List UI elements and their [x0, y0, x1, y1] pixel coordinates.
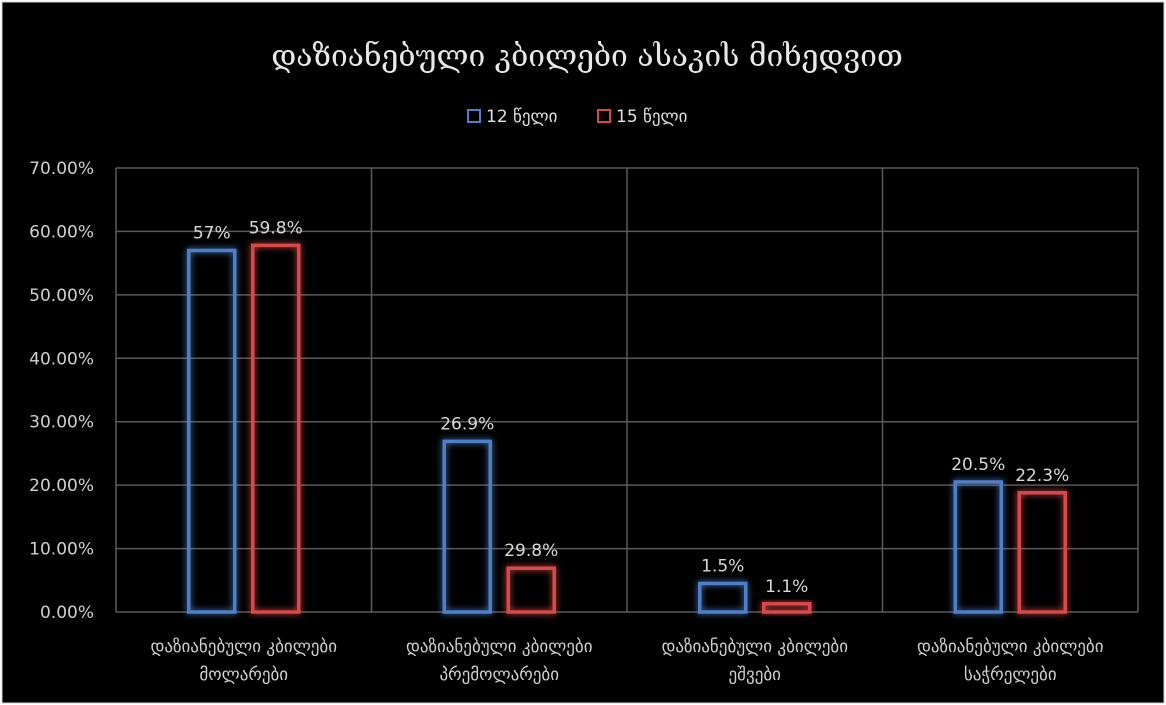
- data-label: 22.3%: [1015, 466, 1069, 486]
- x-category-label: დაზიანებული კბილები: [661, 637, 848, 657]
- data-label: 29.8%: [504, 541, 558, 561]
- legend-swatch: [467, 109, 481, 123]
- y-tick-label: 60.00%: [29, 222, 94, 242]
- bar: [1017, 491, 1067, 614]
- x-category-label: დაზიანებული კბილები: [406, 637, 593, 657]
- bar: [442, 439, 492, 614]
- legend-swatch: [597, 109, 611, 123]
- data-label: 1.1%: [765, 577, 808, 597]
- data-label: 20.5%: [951, 455, 1005, 475]
- x-category-label: საჭრელები: [964, 665, 1057, 685]
- legend-label: 12 წელი: [486, 107, 557, 127]
- data-label: 59.8%: [249, 218, 303, 238]
- bar: [762, 602, 812, 614]
- bar: [251, 243, 301, 614]
- bar: [506, 566, 556, 614]
- y-tick-label: 30.00%: [29, 413, 94, 433]
- x-category-label: ეშვები: [729, 665, 781, 685]
- y-axis: 0.00% 10.00% 20.00% 30.00% 40.00% 50.00% 60.00…: [29, 159, 94, 623]
- y-tick-label: 50.00%: [29, 286, 94, 306]
- data-labels: 57% 26.9% 1.5% 20.5% 59.8% 29.8% 1.1% 22.3%: [193, 218, 1069, 596]
- x-category-label: პრემოლარები: [439, 665, 559, 685]
- bar: [187, 248, 237, 614]
- x-category-label: დაზიანებული კბილები: [917, 637, 1104, 657]
- y-tick-label: 70.00%: [29, 159, 94, 179]
- gridlines: [115, 167, 1139, 613]
- y-tick-label: 40.00%: [29, 349, 94, 369]
- legend-label: 15 წელი: [616, 107, 687, 127]
- bar: [698, 581, 748, 614]
- x-axis: დაზიანებული კბილები მოლარები დაზიანებული კ…: [150, 637, 1103, 685]
- chart-title: დაზიანებული კბილები ასაკის მიხედვით: [271, 39, 903, 74]
- x-category-label: დაზიანებული კბილები: [150, 637, 337, 657]
- legend: 12 წელი 15 წელი: [467, 107, 687, 127]
- data-label: 1.5%: [701, 556, 744, 576]
- y-tick-label: 0.00%: [40, 603, 94, 623]
- y-tick-label: 10.00%: [29, 540, 94, 560]
- data-label: 57%: [193, 223, 231, 243]
- bar: [953, 480, 1003, 614]
- bars: [187, 243, 1067, 614]
- x-category-label: მოლარები: [199, 665, 288, 685]
- data-label: 26.9%: [440, 414, 494, 434]
- y-tick-label: 20.00%: [29, 476, 94, 496]
